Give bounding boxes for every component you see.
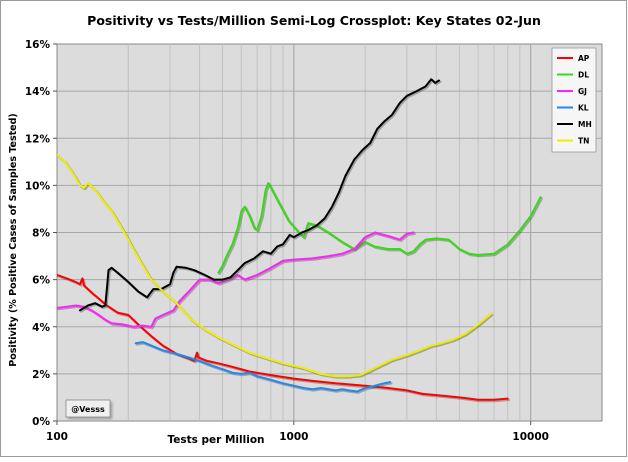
series-line-dl bbox=[217, 182, 542, 274]
legend-item-tn: TN bbox=[557, 137, 589, 146]
series-line-mh bbox=[79, 78, 440, 312]
y-tick-label: 0% bbox=[32, 416, 50, 428]
legend-item-mh: MH bbox=[557, 120, 592, 129]
series-tn bbox=[57, 153, 494, 379]
series-lines bbox=[57, 78, 543, 403]
series-line-gj bbox=[57, 231, 415, 328]
series-gj bbox=[57, 231, 416, 330]
y-tick-label: 6% bbox=[32, 275, 50, 287]
watermark-box bbox=[65, 399, 111, 418]
y-tick-label: 16% bbox=[25, 39, 51, 51]
x-tick-label: 1000 bbox=[279, 431, 308, 443]
x-tick-label: 100 bbox=[46, 431, 68, 443]
legend: AP DL GJ KL MH TN bbox=[551, 47, 597, 153]
y-tick-label: 2% bbox=[32, 369, 50, 381]
legend-label: GJ bbox=[578, 87, 587, 96]
series-dl bbox=[217, 182, 543, 276]
series-line-kl bbox=[134, 341, 392, 393]
legend-label: DL bbox=[578, 71, 589, 80]
y-tick-label: 8% bbox=[32, 228, 50, 240]
legend-label: KL bbox=[578, 104, 589, 113]
y-axis-label: Positivity (% Positive Cases of Samples … bbox=[8, 113, 19, 366]
legend-item-gj: GJ bbox=[557, 87, 587, 96]
legend-item-dl: DL bbox=[557, 71, 589, 80]
legend-label: TN bbox=[578, 137, 589, 146]
series-kl bbox=[134, 341, 393, 394]
chart-title: Positivity vs Tests/Million Semi-Log Cro… bbox=[87, 13, 541, 28]
legend-label: AP bbox=[578, 54, 590, 63]
legend-items: AP DL GJ KL MH TN bbox=[557, 54, 592, 146]
y-tick-label: 12% bbox=[25, 133, 51, 145]
series-ap bbox=[57, 273, 511, 403]
legend-item-kl: KL bbox=[557, 104, 589, 113]
legend-label: MH bbox=[578, 120, 592, 129]
watermark-text: @Vesss bbox=[71, 405, 105, 414]
legend-item-ap: AP bbox=[557, 54, 590, 63]
legend-box bbox=[551, 47, 597, 153]
grid-lines bbox=[57, 44, 602, 421]
series-line-tn bbox=[57, 153, 492, 378]
axes: 0% 2% 4% 6% 8% 10% 12% 14% 16% 100 1000 10000 bbox=[25, 39, 549, 443]
x-axis-label: Tests per Million bbox=[167, 434, 264, 446]
series-line-ap bbox=[57, 273, 509, 401]
watermark: @Vesss bbox=[65, 399, 111, 418]
y-tick-label: 10% bbox=[25, 180, 51, 192]
y-tick-label: 14% bbox=[25, 86, 51, 98]
y-tick-label: 4% bbox=[32, 322, 50, 334]
x-tick-label: 10000 bbox=[512, 431, 549, 443]
series-mh bbox=[79, 78, 442, 313]
